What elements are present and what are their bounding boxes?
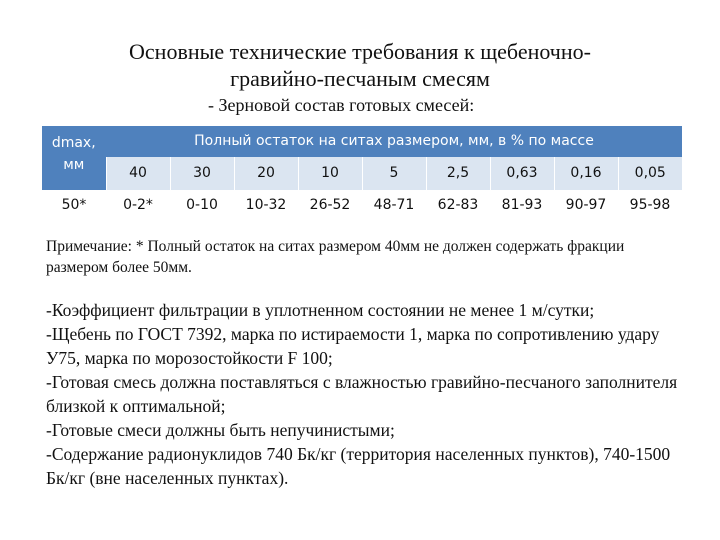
value-cell: 81-93 — [501, 197, 543, 213]
dmax-header-line-1: dmax, — [51, 135, 96, 151]
sieve-size-cell: 0,63 — [489, 156, 554, 190]
requirement-item: -Готовые смеси должны быть непучинистыми… — [46, 420, 395, 440]
sieve-size-cell: 0,05 — [617, 156, 682, 190]
row-label-cell: 50* — [61, 197, 87, 213]
sieve-size-cell: 0,16 — [553, 156, 618, 190]
grain-composition-table: dmax, мм Полный остаток на ситах размеро… — [42, 126, 682, 220]
table-row: 50* 0-2* 0-10 10-32 26-52 48-71 62-83 81… — [42, 190, 682, 220]
value-cell: 0-10 — [186, 197, 218, 213]
slide-title: Основные технические требования к щебено… — [60, 38, 660, 92]
value-cell: 10-32 — [245, 197, 287, 213]
slide-title-line-1: Основные технические требования к щебено… — [129, 39, 591, 64]
requirement-item: -Коэффициент фильтрации в уплотненном со… — [46, 300, 595, 320]
sieve-size-cell: 2,5 — [425, 156, 490, 190]
dmax-header-line-2: мм — [63, 157, 85, 173]
residue-header-cell: Полный остаток на ситах размером, мм, в … — [106, 126, 682, 157]
sieve-size-cell: 30 — [169, 156, 234, 190]
value-cell: 0-2* — [123, 197, 153, 213]
slide-subtitle: - Зерновой состав готовых смесей: — [208, 95, 475, 115]
value-cell: 26-52 — [309, 197, 351, 213]
value-cell: 90-97 — [565, 197, 607, 213]
value-cell: 48-71 — [373, 197, 415, 213]
sieve-size-cell: 5 — [361, 156, 426, 190]
sieve-size-row: 40 30 20 10 5 2,5 0,63 0,16 0,05 — [42, 156, 682, 190]
sieve-size-cell: 20 — [233, 156, 298, 190]
sieve-size-cell: 10 — [297, 156, 362, 190]
requirement-item: -Содержание радионуклидов 740 Бк/кг (тер… — [46, 444, 671, 488]
sieve-size-cell: 40 — [105, 156, 170, 190]
slide-title-line-2: гравийно-песчаным смесям — [230, 66, 490, 91]
dmax-header-cell: dmax, мм — [42, 126, 106, 190]
requirement-item: -Готовая смесь должна поставляться с вла… — [46, 372, 678, 416]
value-cell: 95-98 — [629, 197, 671, 213]
requirements-list: -Коэффициент фильтрации в уплотненном со… — [46, 298, 696, 490]
requirement-item: -Щебень по ГОСТ 7392, марка по истираемо… — [46, 324, 660, 368]
table-footnote: Примечание: * Полный остаток на ситах ра… — [46, 238, 625, 276]
value-cell: 62-83 — [437, 197, 479, 213]
